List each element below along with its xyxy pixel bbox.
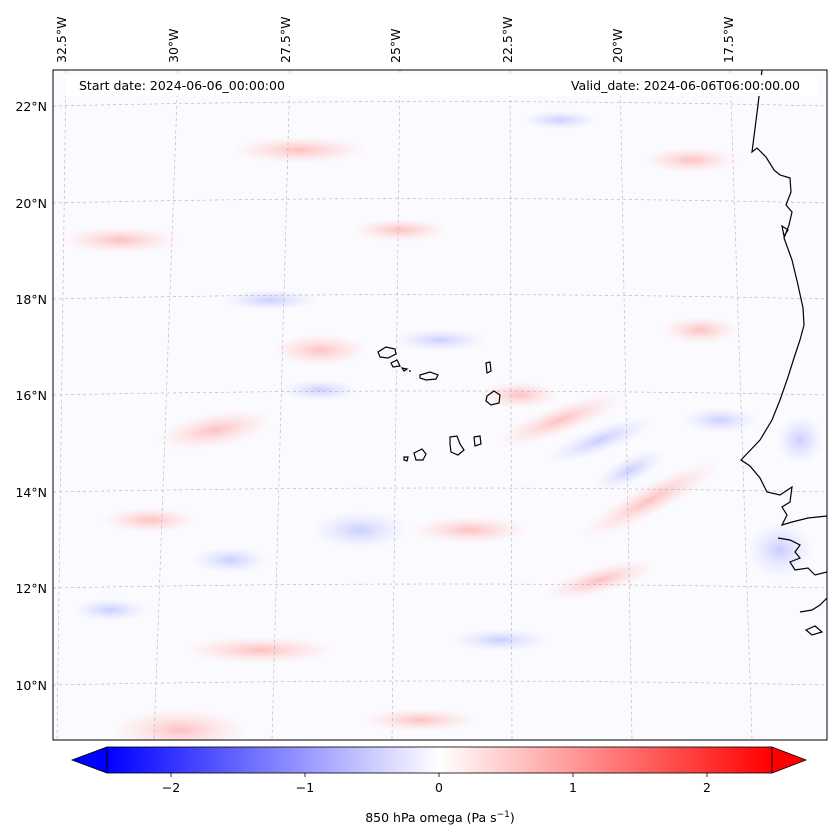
colorbar-tick-2: 2 (703, 780, 711, 795)
colorbar-gradient (106, 746, 773, 774)
lon-label-27-5w: 27.5°W (278, 17, 293, 63)
lat-label-16n: 16°N (15, 388, 47, 403)
longitude-labels: 32.5°W 30°W 27.5°W 25°W 22.5°W 20°W 17.5… (54, 17, 736, 63)
colorbar-tick-neg2: −2 (162, 780, 180, 795)
colorbar-label: 850 hPa omega (Pa s−1) (365, 810, 515, 825)
map-border (52, 69, 828, 741)
lat-label-18n: 18°N (15, 292, 47, 307)
lon-label-32-5w: 32.5°W (54, 17, 69, 63)
coastline (740, 70, 827, 636)
lon-label-25w: 25°W (388, 28, 403, 63)
lat-label-14n: 14°N (15, 485, 47, 500)
lon-label-22-5w: 22.5°W (500, 17, 515, 63)
header-bar (65, 75, 817, 96)
cape-verde-islands (377, 346, 501, 462)
lat-label-12n: 12°N (15, 581, 47, 596)
colorbar-label-end: ) (510, 810, 515, 825)
latitude-labels: 22°N 20°N 18°N 16°N 14°N 12°N 10°N (15, 99, 47, 693)
gridlines (53, 70, 827, 740)
colorbar-extend-max (771, 746, 808, 774)
colorbar: −2 −1 0 1 2 850 hPa omega (Pa s−1) (70, 746, 808, 825)
lon-label-20w: 20°W (610, 28, 625, 63)
lat-label-20n: 20°N (15, 196, 47, 211)
colorbar-tick-neg1: −1 (296, 780, 314, 795)
omega-blobs (60, 110, 825, 740)
colorbar-tick-0: 0 (435, 780, 443, 795)
valid-date-text: Valid_date: 2024-06-06T06:00:00.00 (571, 78, 800, 93)
lat-label-10n: 10°N (15, 678, 47, 693)
colorbar-extend-min (70, 746, 108, 774)
lat-label-22n: 22°N (15, 99, 47, 114)
colorbar-label-sup: −1 (497, 810, 510, 820)
lon-label-30w: 30°W (166, 28, 181, 63)
start-date-text: Start date: 2024-06-06_00:00:00 (79, 78, 285, 93)
colorbar-ticks (170, 773, 708, 777)
lon-label-17-5w: 17.5°W (721, 17, 736, 63)
colorbar-label-main: 850 hPa omega (Pa s (365, 810, 496, 825)
omega-field (53, 70, 827, 740)
colorbar-tick-1: 1 (569, 780, 577, 795)
